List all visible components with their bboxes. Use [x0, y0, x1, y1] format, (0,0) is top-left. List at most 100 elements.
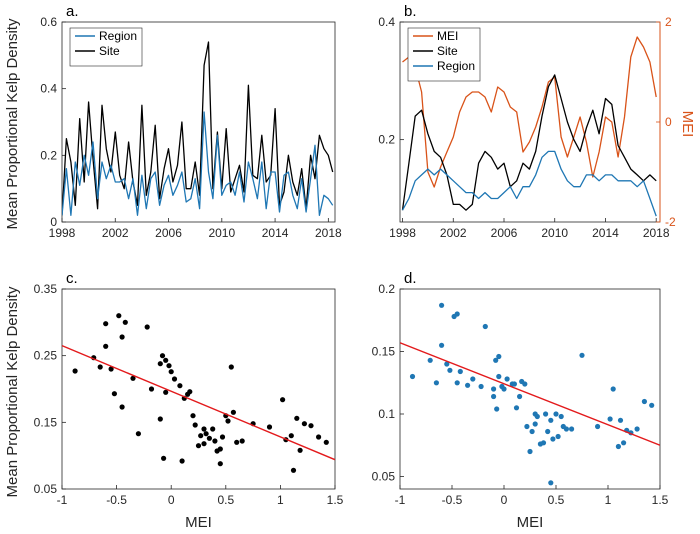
scatter-point: [179, 458, 185, 464]
scatter-point: [234, 439, 240, 445]
scatter-point: [610, 386, 616, 392]
y-tick-label: 0.15: [372, 345, 396, 359]
scatter-point: [433, 380, 439, 386]
scatter-point: [316, 434, 322, 440]
scatter-point: [290, 467, 297, 473]
scatter-point: [266, 424, 273, 430]
x-tick-label: 2010: [208, 226, 235, 240]
scatter-point: [465, 382, 471, 388]
scatter-point: [230, 409, 236, 415]
scatter-point: [163, 389, 169, 395]
series-line-mei: [402, 36, 657, 188]
legend-entry: Site: [437, 44, 458, 58]
series-line-site: [62, 41, 334, 216]
scatter-point: [217, 446, 223, 452]
y-tick-label: 0: [50, 215, 57, 229]
scatter-point: [563, 426, 570, 432]
scatter-point: [409, 373, 416, 380]
scatter-point: [219, 434, 226, 440]
scatter-point: [569, 426, 575, 432]
y-tick-label: 0.05: [372, 470, 396, 484]
scatter-point: [177, 383, 183, 389]
scatter-point: [615, 443, 622, 450]
panel-c: c. -1 -0.5 0 0.5 1 1.5 0.05 0.15 0.25 0.35 MEI: [34, 270, 344, 531]
x-tick-label: 0: [168, 493, 175, 507]
panel-label: b.: [404, 3, 417, 20]
x-tick-label: 2002: [440, 226, 467, 240]
x-tick-label: 2014: [262, 226, 289, 240]
x-tick-label: -0.5: [106, 493, 127, 507]
scatter-point: [457, 368, 463, 375]
y-tick-label: 0.4: [40, 82, 57, 96]
y-tick-label: 0.25: [34, 349, 58, 363]
scatter-point: [159, 353, 166, 359]
legend-box: [69, 27, 143, 67]
scatter-point: [607, 416, 613, 422]
x-tick-label: 1998: [389, 226, 416, 240]
scatter-point: [301, 421, 307, 427]
scatter-point: [308, 423, 314, 429]
legend-entry: MEI: [437, 29, 458, 43]
scatter-point: [72, 368, 78, 374]
scatter-point: [157, 416, 163, 422]
scatter-point: [161, 455, 167, 461]
scatter-point: [201, 426, 207, 432]
scatter-point: [166, 363, 172, 369]
x-tick-label: 1: [605, 493, 612, 507]
x-tick-label: 1.5: [652, 493, 669, 507]
right-y-tick-label: -2: [665, 215, 676, 229]
scatter-point: [190, 413, 196, 419]
scatter-point: [540, 440, 547, 446]
scatter-point: [550, 436, 556, 442]
scatter-point: [168, 369, 174, 375]
scatter-point: [280, 397, 286, 403]
scatter-point: [157, 361, 163, 367]
scatter-point: [225, 418, 231, 424]
scatter-point: [212, 438, 218, 444]
x-tick-label: 1998: [49, 226, 76, 240]
scatter-point: [595, 423, 601, 430]
scatter-point: [119, 404, 125, 410]
axes-frame: [61, 21, 336, 223]
regression-line: [62, 345, 335, 461]
scatter-point: [203, 431, 209, 437]
y-tick-label: 0.6: [40, 15, 57, 29]
regression-line: [400, 342, 660, 446]
scatter-point: [228, 364, 234, 370]
scatter-point: [439, 342, 445, 348]
scatter-point: [527, 448, 533, 455]
scatter-point: [522, 381, 528, 387]
scatter-point: [545, 428, 551, 435]
scatter-point: [491, 386, 497, 392]
x-tick-label: 0: [501, 493, 508, 507]
scatter-point: [130, 375, 136, 381]
scatter-point: [201, 441, 207, 447]
scatter-point: [504, 376, 510, 382]
scatter-point: [187, 389, 193, 395]
scatter-point: [496, 353, 502, 360]
y-tick-label: 0.15: [34, 415, 58, 429]
scatter-point: [103, 321, 109, 327]
scatter-point: [493, 357, 499, 363]
scatter-point: [553, 411, 559, 417]
scatter-point: [491, 393, 497, 400]
legend-box: [407, 27, 481, 82]
scatter-point: [135, 431, 141, 437]
y-tick-label: 0.1: [378, 407, 395, 421]
y-axis-label-top: Mean Proportional Kelp Density: [4, 18, 21, 229]
series-line-region: [62, 111, 334, 216]
scatter-point: [558, 413, 564, 420]
panel-label: c.: [66, 270, 78, 287]
scatter-point: [470, 376, 476, 382]
y-tick-label: 0.2: [378, 282, 395, 296]
scatter-point: [447, 367, 453, 373]
scatter-point: [210, 426, 216, 432]
x-tick-label: -1: [57, 493, 68, 507]
plot-area: [400, 302, 660, 486]
scatter-point: [239, 438, 245, 444]
x-tick-label: 2010: [541, 226, 568, 240]
mei-axis-label: MEI: [679, 111, 696, 138]
x-tick-label: -0.5: [442, 493, 463, 507]
y-tick-label: 0.2: [378, 133, 395, 147]
scatter-point: [198, 433, 204, 439]
